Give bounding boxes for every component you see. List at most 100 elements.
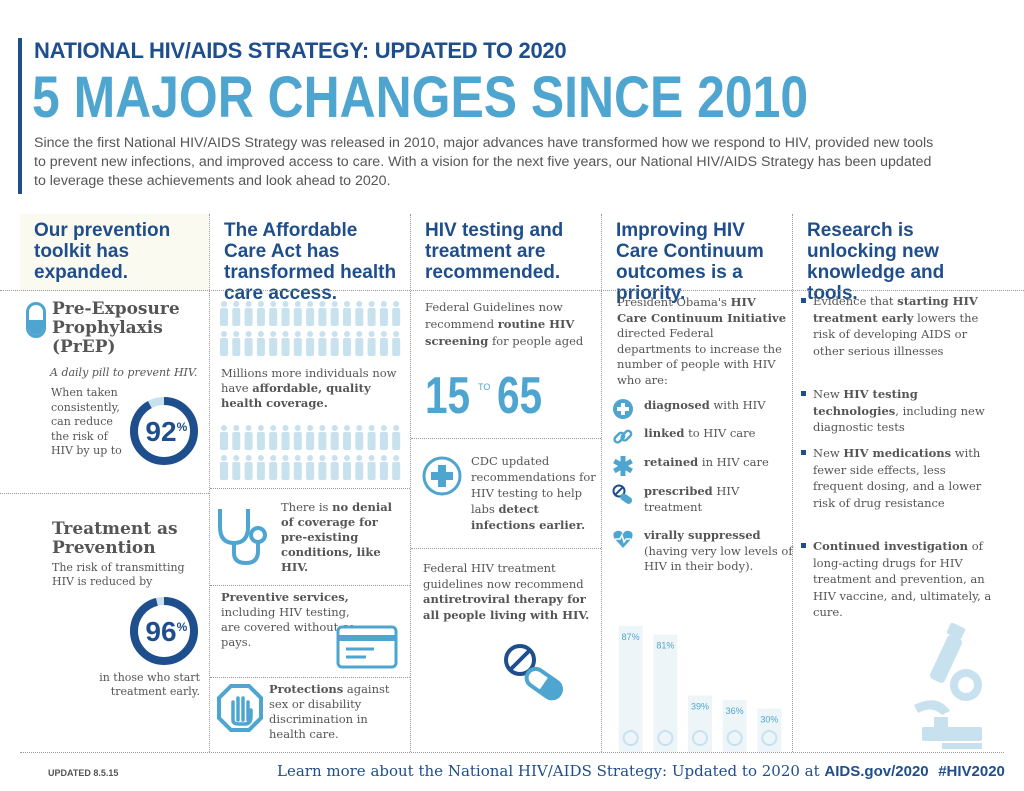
- protections-bold: Protections: [269, 682, 344, 696]
- person-icon-body: [269, 338, 278, 356]
- person-icon-body: [244, 432, 253, 450]
- research-item: Continued investigation of long-acting d…: [801, 538, 993, 621]
- person-icon-head: [393, 301, 400, 307]
- people-icon-group: [220, 425, 401, 480]
- age-to: 65: [497, 367, 543, 425]
- aca-description: Millions more individuals now have affor…: [221, 366, 401, 411]
- person-icon-head: [319, 301, 326, 307]
- learn-more-text: Learn more about the National HIV/AIDS S…: [277, 762, 825, 780]
- person-icon-head: [331, 331, 338, 337]
- protections-rest: against sex or disability discrimination…: [269, 682, 390, 741]
- percent-sign: %: [177, 620, 188, 634]
- cdc-text: CDC updated recommendations for HIV test…: [471, 453, 596, 533]
- person-icon-body: [306, 432, 315, 450]
- person-icon-head: [257, 455, 264, 461]
- person-icon-body: [392, 308, 401, 326]
- person-icon-head: [380, 425, 387, 431]
- people-icon-group: [220, 301, 401, 356]
- person-icon-body: [330, 462, 339, 480]
- page-kicker: NATIONAL HIV/AIDS STRATEGY: UPDATED TO 2…: [34, 38, 567, 63]
- person-icon-body: [318, 462, 327, 480]
- bullet: [801, 543, 806, 548]
- person-icon-body: [343, 432, 351, 450]
- person-icon-head: [307, 331, 314, 337]
- link-icon: [613, 429, 633, 444]
- person-icon-head: [270, 425, 277, 431]
- person-icon-head: [245, 455, 252, 461]
- person-icon-body: [293, 338, 302, 356]
- person-icon-body: [355, 462, 364, 480]
- person-icon-head: [307, 301, 314, 307]
- person-icon-body: [318, 308, 327, 326]
- person-icon-body: [355, 308, 364, 326]
- person-icon-body: [355, 338, 364, 356]
- age-to-label: TO: [478, 382, 491, 392]
- person-icon-head: [393, 455, 400, 461]
- step-rest: in HIV care: [698, 455, 769, 469]
- bullet: [801, 391, 806, 396]
- page-title: 5 MAJOR CHANGES SINCE 2010: [32, 65, 809, 130]
- tap-percent-value: 96: [145, 616, 176, 647]
- pill-icon: [504, 644, 564, 701]
- pill-icon: [612, 484, 633, 504]
- person-icon-body: [293, 308, 302, 326]
- person-icon-head: [245, 331, 252, 337]
- step-text: prescribed HIV treatment: [644, 484, 794, 515]
- tap-donut: 96 %: [130, 597, 198, 665]
- person-icon-body: [244, 308, 253, 326]
- section-divider: [210, 677, 410, 678]
- person-icon-body: [392, 338, 401, 356]
- people-icons: [220, 425, 401, 480]
- person-icon-head: [257, 331, 264, 337]
- person-icon-head: [380, 301, 387, 307]
- step-bold: retained: [644, 455, 699, 469]
- person-icon-head: [319, 331, 326, 337]
- person-icon-body: [256, 308, 265, 326]
- hashtag[interactable]: #HIV2020: [938, 763, 1005, 780]
- person-icon-head: [319, 425, 326, 431]
- medical-cross-icon: [422, 456, 462, 496]
- person-icon-body: [269, 432, 278, 450]
- person-icon-body: [244, 338, 253, 356]
- person-icon-body: [281, 432, 290, 450]
- person-icon-head: [368, 425, 375, 431]
- step-bold: diagnosed: [644, 398, 710, 412]
- person-icon-body: [367, 338, 376, 356]
- person-icon-body: [379, 338, 388, 356]
- person-icon-head: [356, 301, 363, 307]
- heart-pulse-icon: [761, 730, 778, 746]
- section-divider: [210, 488, 410, 489]
- aids-gov-link[interactable]: AIDS.gov/2020: [824, 763, 929, 780]
- person-icon-body: [343, 462, 351, 480]
- person-icon-head: [282, 455, 289, 461]
- person-icon-head: [282, 331, 289, 337]
- plus-icon: [622, 730, 639, 746]
- person-icon-head: [221, 425, 227, 431]
- cdc-text-bold: detect infections earlier.: [471, 502, 586, 532]
- person-icon-body: [281, 338, 290, 356]
- footer-divider: [20, 752, 1004, 753]
- step-rest: to HIV care: [684, 426, 756, 440]
- person-icon-head: [307, 425, 314, 431]
- person-icon-head: [331, 425, 338, 431]
- denial-text-bold: no denial of coverage for pre-existing c…: [281, 500, 393, 574]
- person-icon-head: [270, 331, 277, 337]
- heading-divider: [0, 290, 1024, 291]
- donut-arc: [130, 597, 198, 665]
- continuum-intro-pre: President Obama's: [617, 295, 731, 309]
- insurance-card-icon: [336, 625, 398, 669]
- medical-star-icon: [692, 730, 708, 746]
- step-rest: (having very low levels of HIV in their …: [644, 543, 793, 574]
- column-divider: [792, 214, 793, 752]
- person-icon-body: [306, 338, 315, 356]
- section-divider: [210, 585, 410, 586]
- research-item-bold: HIV medications: [843, 446, 952, 460]
- person-icon-body: [281, 462, 290, 480]
- treatment-guidelines-text: Federal HIV treatment guidelines now rec…: [423, 561, 593, 623]
- step-text: linked to HIV care: [644, 426, 794, 442]
- person-icon-body: [256, 338, 265, 356]
- person-icon-head: [294, 331, 301, 337]
- person-icon-body: [330, 338, 339, 356]
- column-heading-research: Research is unlocking new knowledge and …: [807, 220, 945, 304]
- research-item: New HIV testing technologies, including …: [801, 386, 993, 436]
